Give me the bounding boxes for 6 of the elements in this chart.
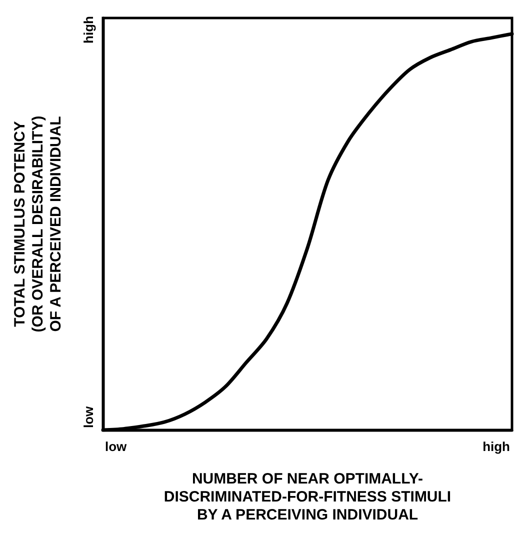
text: low (81, 405, 96, 428)
text: low (105, 439, 128, 454)
text: high (482, 439, 510, 454)
x-axis-title: NUMBER OF NEAR OPTIMALLY- DISCRIMINATED-FOR-FITNESS STIMULI BY A PERCEIVING INDIVIDUAL (164, 470, 452, 524)
text: high (81, 16, 96, 44)
y-axis-title: TOTAL STIMULUS POTENCY (OR OVERALL DESIRABILITY) OF A PERCEIVED INDIVIDUAL (12, 116, 64, 332)
